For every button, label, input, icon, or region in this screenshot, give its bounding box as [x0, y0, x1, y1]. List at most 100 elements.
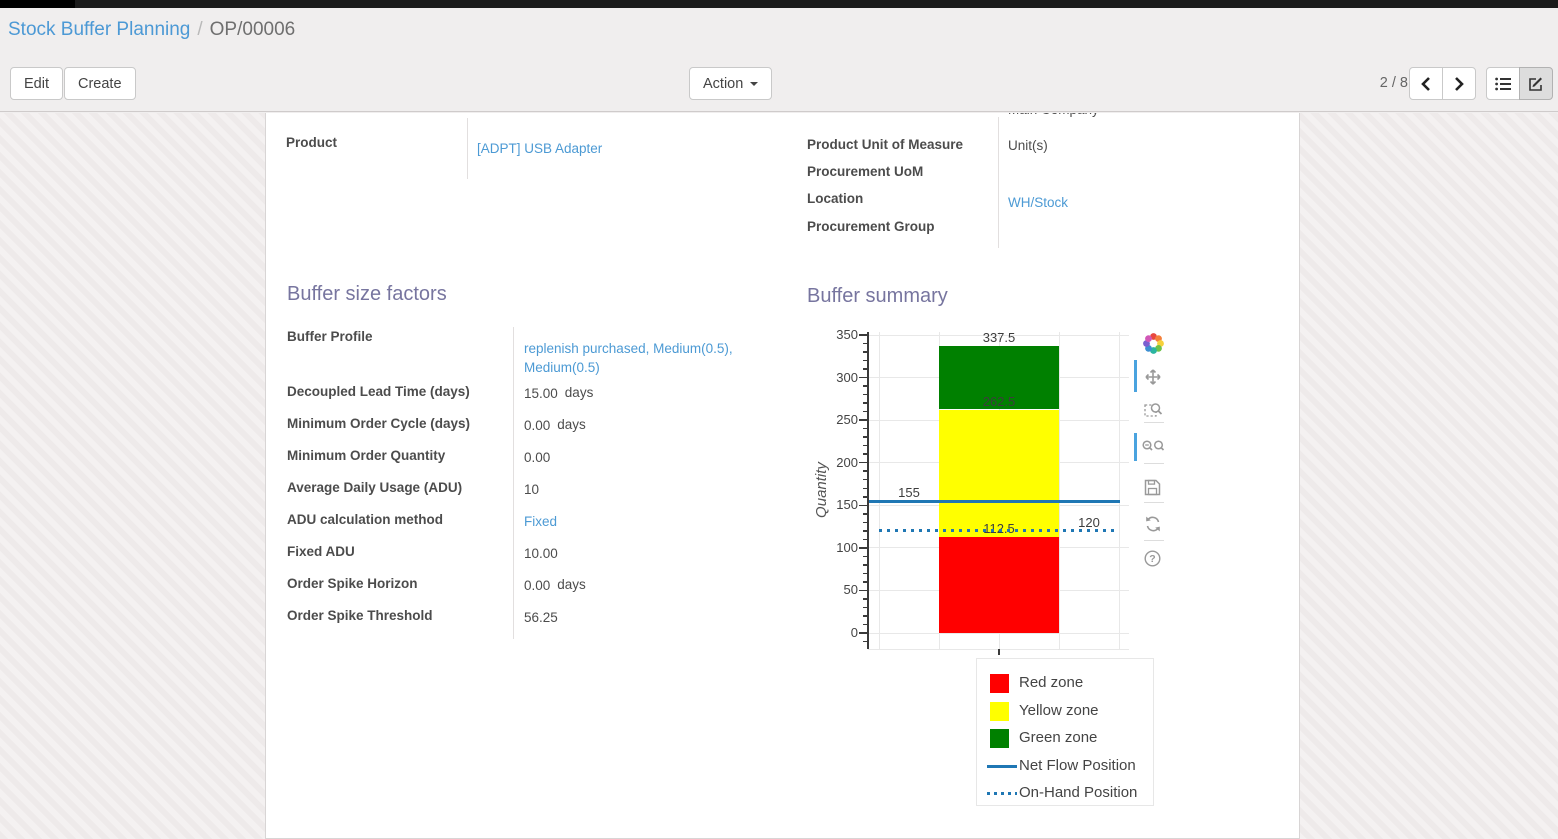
edit-button[interactable]: Edit: [10, 67, 63, 100]
field-label-procurement-uom: Procurement UoM: [807, 164, 924, 179]
legend-swatch-green-zone: [990, 729, 1009, 748]
y-minor-tick: [863, 453, 867, 455]
pager-counter: 2 / 8: [1379, 75, 1408, 91]
pager-next-button[interactable]: [1442, 67, 1476, 100]
list-view-icon: [1495, 77, 1511, 90]
field-label-procurement-group: Procurement Group: [807, 219, 935, 234]
pager-previous-button[interactable]: [1409, 67, 1443, 100]
plotly-logo-icon: [1143, 333, 1164, 354]
breadcrumb-separator: /: [197, 19, 203, 40]
top-navbar-active-segment: [0, 0, 75, 9]
y-minor-tick: [863, 487, 867, 489]
y-minor-tick: [863, 351, 867, 353]
modebar-active-indicator: [1134, 360, 1137, 392]
y-minor-tick: [863, 496, 867, 498]
plot-bottom-edge: [868, 649, 1129, 650]
svg-text:?: ?: [1149, 553, 1155, 565]
field-value-location-link[interactable]: WH/Stock: [1008, 195, 1069, 210]
grid-line-v: [1059, 332, 1060, 649]
form-view-edit-icon: [1529, 77, 1542, 91]
grid-line-v: [1119, 332, 1120, 649]
field-value-order-spike-threshold: 56.25: [524, 610, 558, 625]
legend-item-on-hand-position[interactable]: On-Hand Position: [977, 783, 1153, 805]
y-minor-tick: [863, 427, 867, 430]
y-minor-tick: [863, 538, 867, 541]
legend-label: Yellow zone: [1019, 701, 1099, 719]
caret-down-icon: [750, 81, 759, 86]
modebar-separator: [1144, 463, 1164, 464]
legend-item-green-zone[interactable]: Green zone: [977, 728, 1153, 750]
grid-line-h: [868, 504, 1129, 506]
field-suffix: days: [557, 417, 586, 432]
legend-label: On-Hand Position: [1019, 784, 1138, 801]
y-minor-tick: [863, 436, 867, 438]
view-switcher-list-button[interactable]: [1486, 67, 1520, 100]
help-button[interactable]: ?: [1144, 550, 1161, 570]
breadcrumb-parent-link[interactable]: Stock Buffer Planning: [8, 19, 191, 40]
grid-line-h: [868, 419, 1129, 421]
form-sheet: Main Company Product [ADPT] USB Adapter …: [265, 113, 1300, 839]
y-minor-tick: [863, 342, 867, 345]
zone-boundary-label: 112.5: [983, 521, 1015, 537]
field-label-decoupled-lead-time: Decoupled Lead Time (days): [287, 384, 470, 399]
legend-item-red-zone[interactable]: Red zone: [977, 673, 1153, 695]
field-value-product-link[interactable]: [ADPT] USB Adapter: [477, 141, 603, 156]
grid-line-h: [868, 589, 1129, 591]
y-minor-tick: [863, 393, 867, 396]
y-minor-tick: [863, 530, 867, 532]
field-value-order-spike-horizon: 0.00 days: [524, 577, 586, 593]
y-major-tick: [859, 589, 867, 592]
field-value-product-uom: Unit(s): [1008, 138, 1048, 153]
y-tick-label: 250: [836, 412, 858, 428]
field-value-average-daily-usage: 10: [524, 482, 539, 497]
action-dropdown-label: Action: [703, 75, 744, 92]
legend-item-net-flow-position[interactable]: Net Flow Position: [977, 756, 1153, 778]
field-suffix: days: [557, 577, 586, 592]
field-label-product: Product: [286, 135, 338, 150]
pan-icon: [1145, 369, 1161, 385]
field-number: 0.00: [524, 450, 551, 465]
save-icon: [1144, 479, 1161, 496]
bar-zone-red-zone: [939, 537, 1059, 633]
save-snapshot-button[interactable]: [1144, 479, 1161, 499]
box-zoom-tool-button[interactable]: [1144, 400, 1163, 422]
grid-line-h: [868, 632, 1129, 634]
chevron-right-icon: [1455, 76, 1464, 91]
y-minor-tick: [863, 572, 867, 575]
y-major-tick: [859, 547, 867, 549]
reference-line-label: 155: [898, 485, 920, 501]
reset-axes-button[interactable]: [1144, 515, 1162, 536]
pan-tool-button[interactable]: [1144, 368, 1162, 389]
y-tick-label: 150: [836, 497, 858, 513]
y-major-tick: [859, 376, 867, 379]
field-value-minimum-order-quantity: 0.00: [524, 450, 550, 465]
y-major-tick: [859, 461, 867, 464]
field-label-location: Location: [807, 191, 864, 206]
y-major-tick: [859, 419, 867, 421]
modebar-separator: [1144, 540, 1164, 541]
chevron-left-icon: [1421, 76, 1430, 91]
y-tick-label: 0: [850, 625, 858, 640]
action-dropdown-button[interactable]: Action: [689, 67, 773, 100]
modebar-separator: [1144, 502, 1164, 503]
grid-line-v: [879, 332, 880, 649]
field-label-order-spike-threshold: Order Spike Threshold: [287, 608, 433, 623]
plotly-logo-button[interactable]: [1142, 332, 1165, 358]
view-switcher-form-button[interactable]: [1519, 67, 1553, 100]
field-label-average-daily-usage: Average Daily Usage (ADU): [287, 480, 463, 495]
create-button[interactable]: Create: [64, 67, 136, 100]
field-value-adu-calculation-method-link[interactable]: Fixed: [524, 514, 558, 529]
y-tick-label: 350: [836, 327, 858, 342]
y-minor-tick: [863, 564, 867, 566]
field-number: 10.00: [524, 546, 558, 561]
field-number: 56.25: [524, 610, 558, 625]
grid-line-h: [868, 547, 1129, 549]
legend-item-yellow-zone[interactable]: Yellow zone: [977, 701, 1153, 723]
zoom-in-out-button[interactable]: [1142, 439, 1166, 457]
y-major-tick: [859, 632, 867, 634]
y-minor-tick: [863, 368, 867, 370]
zone-boundary-label: 337.5: [982, 329, 1016, 345]
y-minor-tick: [863, 555, 867, 558]
field-value-fixed-adu: 10.00: [524, 546, 558, 561]
field-value-buffer-profile-link[interactable]: replenish purchased, Medium(0.5), Medium…: [524, 341, 733, 375]
